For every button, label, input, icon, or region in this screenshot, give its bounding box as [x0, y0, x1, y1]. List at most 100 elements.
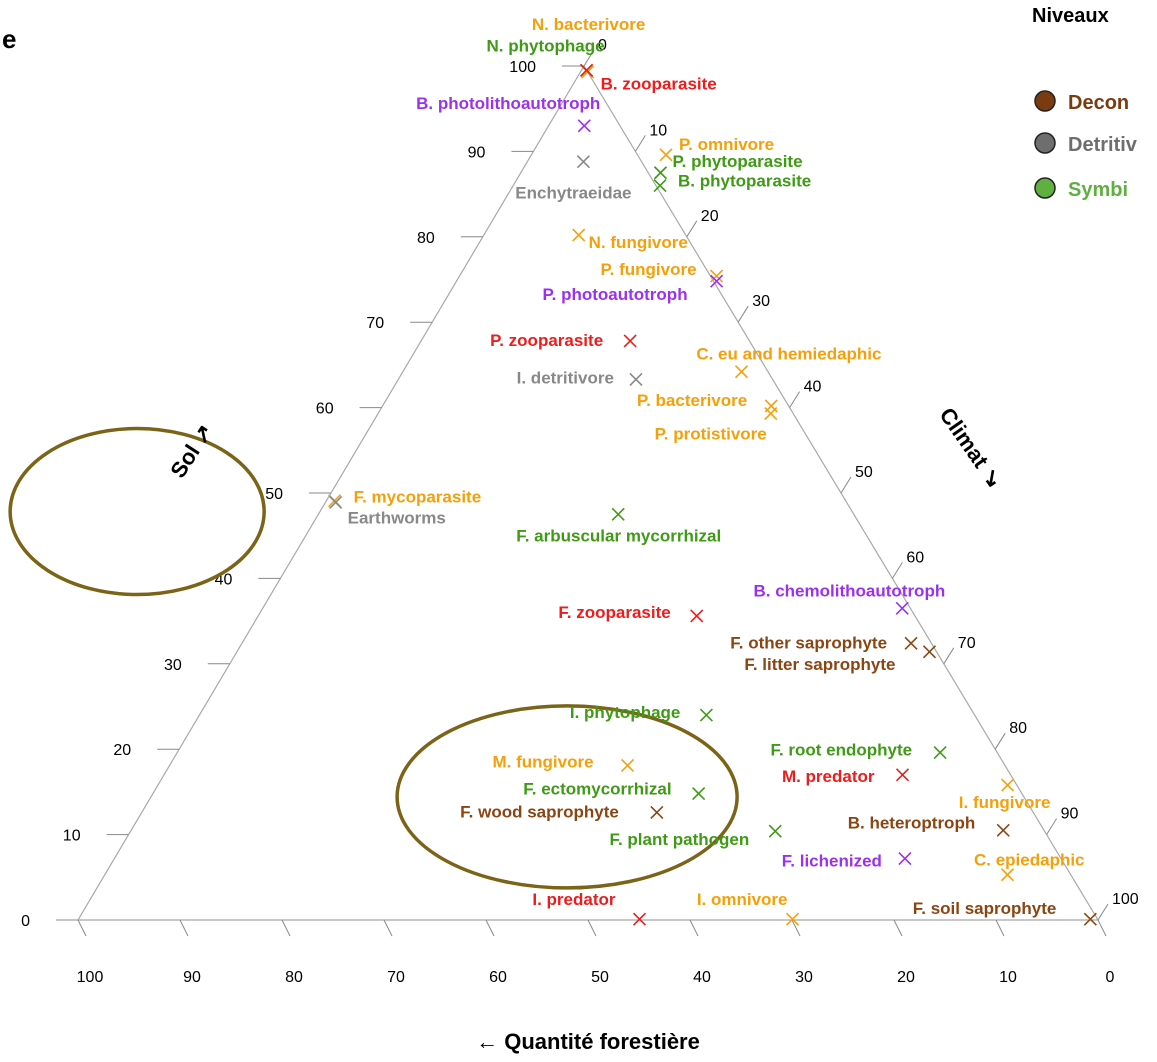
bottom-tick-mark — [1097, 919, 1107, 937]
legend-swatch-symbi — [1034, 177, 1056, 199]
bottom-tick-label: 10 — [999, 969, 1017, 986]
bottom-tick-mark — [995, 919, 1005, 937]
data-label: P. phytoparasite — [672, 152, 802, 171]
right-axis-title: Climat ↘ — [935, 403, 1008, 493]
bottom-tick-mark — [77, 919, 87, 937]
data-label: M. fungivore — [493, 752, 594, 771]
data-label: P. omnivore — [679, 135, 774, 154]
data-label: B. phytoparasite — [678, 172, 811, 191]
data-point — [709, 269, 724, 283]
highlight-ellipse-1 — [8, 426, 266, 597]
left-tick-label: 100 — [509, 59, 536, 76]
legend-swatch-detritiv — [1034, 132, 1056, 154]
data-point — [710, 274, 724, 288]
data-point — [329, 495, 343, 509]
legend-swatch-decon — [1034, 90, 1056, 112]
bottom-tick-label: 90 — [183, 969, 201, 986]
data-label: B. photolithoautotroph — [416, 94, 600, 113]
data-label: P. zooparasite — [490, 331, 603, 350]
data-point — [1083, 912, 1097, 926]
right-tick-label: 100 — [1112, 891, 1139, 908]
right-tick-label: 0 — [598, 37, 607, 54]
left-tick-label: 70 — [366, 315, 384, 332]
data-point — [785, 912, 800, 926]
left-tick-label: 20 — [113, 742, 131, 759]
data-label: Enchytraeidae — [515, 184, 631, 203]
data-label: P. protistivore — [655, 425, 767, 444]
legend-item-symbi: Symbi — [1034, 177, 1128, 201]
data-label: F. litter saprophyte — [744, 655, 895, 674]
data-label: F. lichenized — [782, 852, 882, 871]
right-tick-label: 20 — [701, 208, 719, 225]
data-label: P. photoautotroph — [542, 285, 687, 304]
data-points — [328, 63, 1097, 926]
data-label: P. fungivore — [601, 260, 697, 279]
right-tick-label: 70 — [958, 635, 976, 652]
left-axis-title: Sol ↗ — [165, 419, 218, 482]
data-label: F. arbuscular mycorrhizal — [516, 526, 721, 545]
data-point — [895, 768, 910, 782]
bottom-tick-mark — [485, 919, 495, 937]
bottom-tick-label: 0 — [1106, 969, 1115, 986]
data-point — [898, 851, 912, 866]
data-label: I. phytophage — [570, 703, 681, 722]
data-label: I. detritivore — [517, 368, 614, 387]
data-point — [653, 178, 667, 193]
data-point — [1001, 778, 1015, 792]
data-point — [580, 63, 594, 77]
left-tick-label: 10 — [63, 828, 81, 845]
bottom-tick-label: 50 — [591, 969, 609, 986]
data-point — [576, 155, 590, 169]
data-point — [699, 708, 713, 722]
right-tick-mark — [583, 49, 595, 67]
data-label: F. ectomycorrhizal — [523, 780, 671, 799]
bottom-axis-title: ← Quantité forestière — [476, 1029, 700, 1054]
left-tick-label: 30 — [164, 657, 182, 674]
right-tick-mark — [686, 220, 698, 238]
data-point — [996, 823, 1010, 837]
right-tick-label: 40 — [804, 379, 822, 396]
legend-label-symbi: Symbi — [1068, 179, 1128, 201]
data-point — [764, 407, 778, 421]
right-tick-mark — [1046, 818, 1058, 835]
data-point — [611, 507, 625, 521]
data-labels: N. bacterivore N. phytophage B. zooparasit… — [348, 15, 1085, 918]
data-label: B. zooparasite — [601, 74, 717, 93]
legend-item-decon: Decon — [1034, 90, 1129, 114]
data-label: F. mycoparasite — [354, 488, 482, 507]
data-label: F. zooparasite — [558, 603, 670, 622]
data-label: N. bacterivore — [532, 15, 645, 34]
data-point — [768, 824, 782, 838]
highlight-ellipse-2 — [395, 704, 739, 890]
data-point — [690, 609, 704, 623]
right-tick-mark — [994, 732, 1006, 750]
data-point — [653, 166, 668, 180]
data-point — [933, 746, 947, 760]
bottom-tick-label: 30 — [795, 969, 813, 986]
right-tick-mark — [737, 305, 749, 323]
data-label: N. fungivore — [589, 233, 688, 252]
data-point — [1000, 868, 1015, 882]
data-label: Earthworms — [348, 508, 446, 527]
data-point — [692, 787, 706, 801]
bottom-tick-mark — [179, 919, 189, 937]
data-label: P. bacterivore — [637, 391, 747, 410]
bottom-tick-label: 80 — [285, 969, 303, 986]
right-tick-label: 80 — [1009, 720, 1027, 737]
data-label: N. phytophage — [487, 36, 605, 55]
bottom-tick-label: 100 — [77, 969, 104, 986]
right-tick-label: 10 — [649, 122, 667, 139]
data-label: B. chemolithoautotroph — [754, 581, 946, 600]
data-point — [629, 372, 643, 386]
bottom-tick-mark — [893, 919, 903, 937]
legend-label-decon: Decon — [1068, 92, 1129, 114]
right-tick-mark — [891, 562, 903, 579]
data-point — [734, 365, 749, 379]
data-point — [650, 805, 664, 819]
left-tick-label: 80 — [417, 230, 435, 247]
legend-item-detritiv: Detritiv — [1034, 132, 1138, 156]
bottom-tick-mark — [281, 919, 291, 937]
data-label: I. fungivore — [959, 793, 1051, 812]
legend-title: Niveaux — [1032, 5, 1109, 27]
